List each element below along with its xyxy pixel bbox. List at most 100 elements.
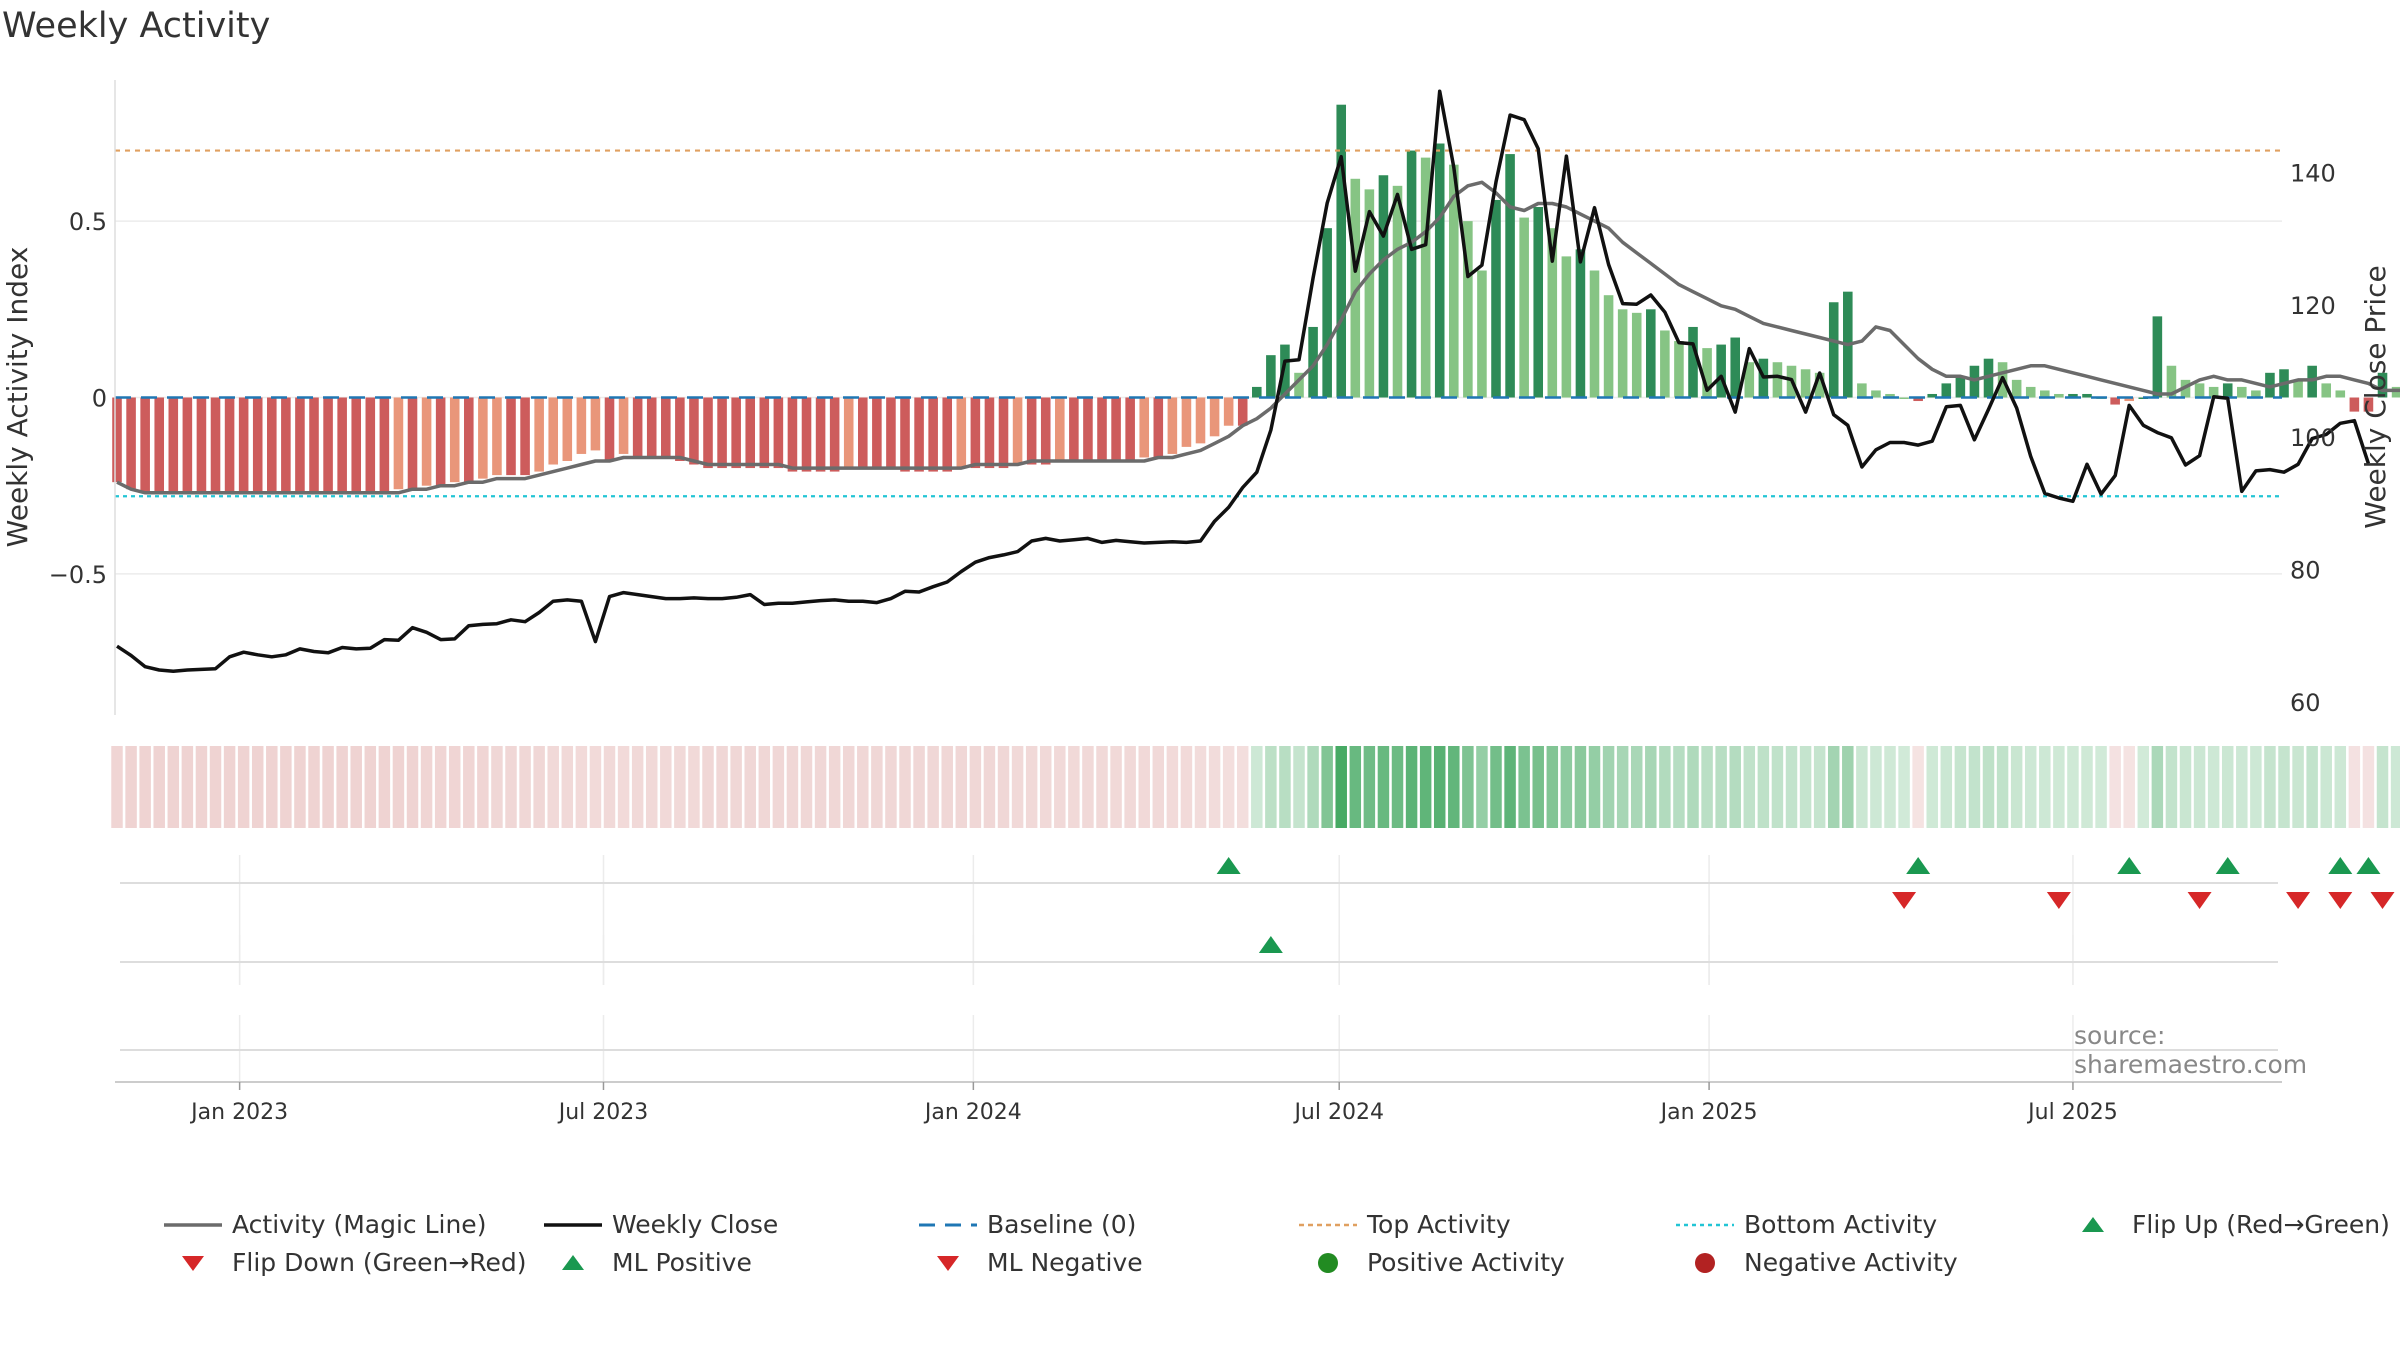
heat-strip-cell	[2250, 746, 2262, 828]
activity-bar	[1814, 372, 1825, 398]
flip-down-marker	[2370, 892, 2395, 909]
activity-bar	[2152, 316, 2163, 398]
activity-bar	[154, 397, 165, 493]
heat-strip-cell	[139, 746, 151, 828]
activity-bar	[1646, 309, 1656, 398]
activity-bar	[267, 397, 277, 493]
activity-bar	[112, 397, 122, 483]
flip-up-marker	[2117, 857, 2142, 874]
heat-strip-cell	[1490, 746, 1502, 828]
heat-strip-cell	[1954, 746, 1967, 828]
x-tick-label: Jul 2023	[557, 1100, 649, 1125]
activity-bar	[576, 397, 587, 454]
activity-bar	[815, 397, 826, 472]
legend-up-triangle	[2082, 1216, 2104, 1232]
activity-bar	[379, 397, 390, 493]
activity-bar	[1688, 326, 1698, 398]
activity-bar	[478, 397, 488, 479]
series-lines	[116, 89, 2400, 674]
heat-strip-cell	[2320, 746, 2332, 828]
activity-bar	[407, 397, 418, 490]
heat-strip-cell	[505, 746, 517, 828]
legend-key-graphic	[1676, 1223, 1734, 1226]
heat-strip-cell	[463, 746, 475, 828]
heat-strip-cell	[660, 746, 672, 828]
activity-bar	[2068, 393, 2078, 398]
heat-strip-cell	[1194, 746, 1207, 828]
legend-item: ML Positive	[540, 1248, 752, 1277]
activity-bar	[140, 397, 150, 493]
activity-bar	[1083, 397, 1093, 461]
activity-bar	[393, 397, 404, 490]
heat-strip-cell	[1110, 746, 1122, 828]
heat-strip-cell	[969, 746, 982, 828]
activity-bar	[1941, 383, 1952, 398]
activity-bar	[281, 397, 291, 493]
legend-label: Baseline (0)	[987, 1210, 1137, 1239]
activity-bar	[351, 397, 362, 493]
heat-strip-cell	[2109, 746, 2121, 828]
heat-strip-cell	[1518, 746, 1530, 828]
heat-strip-cell	[1842, 746, 1854, 828]
activity-bar	[2025, 386, 2036, 398]
heat-strip-cell	[2123, 746, 2135, 828]
activity-bar	[1266, 355, 1276, 398]
heat-strip-cell	[1462, 746, 1474, 828]
activity-bar	[1364, 189, 1375, 398]
y2-tick-label: 60	[2290, 689, 2321, 717]
heat-strip-cell	[871, 746, 883, 828]
activity-bar	[126, 397, 136, 490]
legend-label: Weekly Close	[612, 1210, 779, 1239]
activity-bar	[2377, 372, 2388, 398]
legend-key	[1295, 1251, 1363, 1275]
heat-strip-cell	[2151, 746, 2164, 828]
activity-bar	[2166, 365, 2177, 398]
legend-key-graphic	[182, 1255, 204, 1271]
activity-bar	[2040, 390, 2050, 398]
flip-down-marker	[2046, 892, 2071, 909]
heat-strip-cell	[800, 746, 813, 828]
heat-strip-cell	[2207, 746, 2220, 828]
heat-strip-cell	[1236, 746, 1249, 828]
heat-strip-cell	[167, 746, 180, 828]
ml-positive-marker	[1258, 936, 1283, 953]
legend-key	[540, 1213, 608, 1237]
activity-bar	[2011, 379, 2022, 398]
heat-strip-cell	[392, 746, 405, 828]
heat-strip-cell	[589, 746, 602, 828]
activity-bar	[1378, 175, 1389, 398]
activity-bar	[1800, 369, 1811, 398]
activity-bar	[1111, 397, 1121, 461]
activity-bar	[464, 397, 474, 483]
y-tick-label: −0.5	[49, 561, 107, 589]
heat-strip-cell	[786, 746, 799, 828]
y-tick-label: 0	[92, 385, 107, 413]
activity-bar	[787, 397, 798, 472]
activity-bar	[2194, 383, 2205, 398]
y2-tick-label: 80	[2290, 556, 2321, 584]
activity-bar	[1463, 221, 1473, 398]
heat-strip-cell	[1884, 746, 1896, 828]
activity-bar	[1603, 295, 1614, 398]
activity-bar	[1406, 150, 1417, 398]
heat-strip-cell	[336, 746, 348, 828]
activity-bar	[604, 397, 615, 461]
activity-bar	[1575, 249, 1586, 398]
heat-strip-cell	[1715, 746, 1727, 828]
heat-strip-cell	[1982, 746, 1995, 828]
activity-bar	[1519, 217, 1529, 398]
legend-key-graphic	[937, 1255, 959, 1271]
heat-strip-cell	[1068, 746, 1080, 828]
activity-heat-strip	[111, 746, 2400, 828]
heat-strip-cell	[1265, 746, 1277, 828]
heat-strip-cell	[744, 746, 756, 828]
flip-down-marker	[2328, 892, 2353, 909]
activity-bar	[998, 397, 1009, 469]
heat-strip-cell	[1813, 746, 1826, 828]
heat-strip-cell	[927, 746, 939, 828]
activity-bar	[1927, 393, 1938, 398]
main-gridlines	[115, 220, 2282, 1082]
legend-key	[160, 1213, 228, 1237]
heat-strip-cell	[645, 746, 658, 828]
heat-strip-cell	[1363, 746, 1376, 828]
